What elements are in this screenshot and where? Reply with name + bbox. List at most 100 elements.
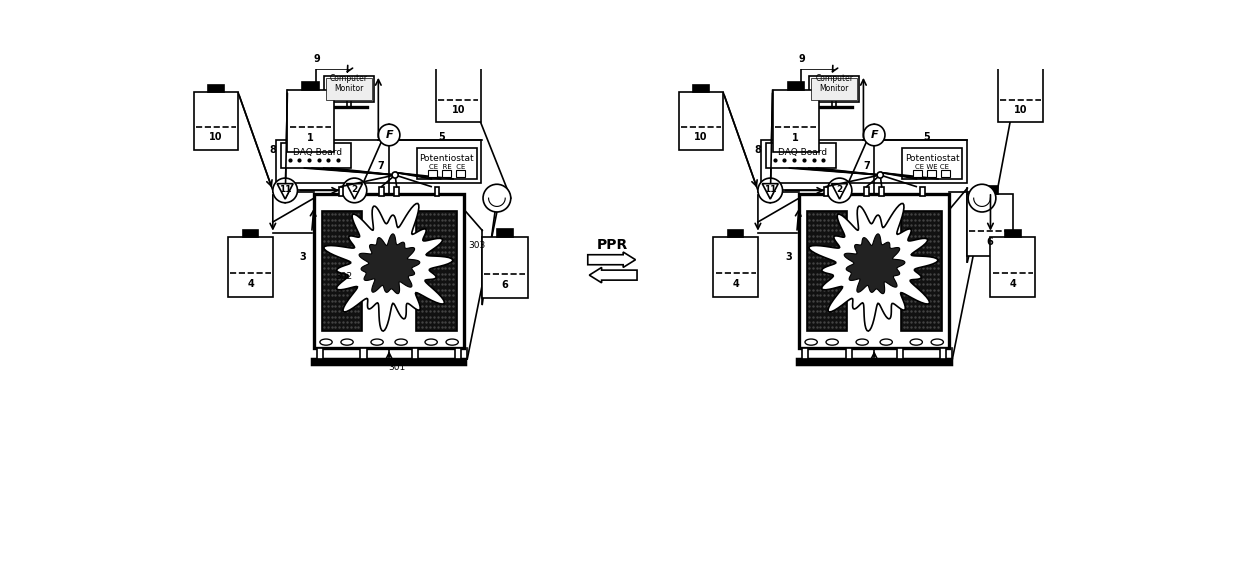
Bar [450, 59, 466, 66]
Bar [901, 211, 941, 331]
Ellipse shape [856, 339, 868, 345]
Bar [713, 237, 758, 297]
Bar [228, 237, 273, 297]
Bar [314, 194, 464, 348]
Bar [787, 83, 804, 91]
Bar [394, 187, 399, 196]
Bar [766, 143, 836, 168]
Bar [324, 76, 374, 102]
Circle shape [877, 172, 883, 178]
Text: 9: 9 [314, 54, 320, 64]
Bar [914, 170, 921, 177]
Text: 4: 4 [733, 279, 739, 289]
Text: 8: 8 [754, 146, 761, 155]
Bar [243, 230, 258, 237]
Bar [456, 170, 465, 177]
Circle shape [968, 185, 996, 212]
Text: 4: 4 [1009, 279, 1016, 289]
Bar [288, 91, 334, 152]
Bar [897, 348, 903, 359]
Ellipse shape [931, 339, 944, 345]
Text: 1: 1 [792, 134, 799, 143]
Text: 3: 3 [300, 252, 306, 262]
Text: DAQ Board: DAQ Board [293, 148, 342, 157]
Bar [761, 140, 967, 183]
Bar [991, 237, 1035, 297]
Bar [435, 187, 439, 196]
Bar [193, 92, 238, 150]
Bar [436, 66, 481, 122]
Bar [317, 348, 324, 359]
Ellipse shape [371, 339, 383, 345]
Polygon shape [360, 234, 420, 294]
Polygon shape [324, 203, 453, 331]
Circle shape [827, 178, 852, 203]
Ellipse shape [880, 339, 893, 345]
Circle shape [273, 178, 298, 203]
Polygon shape [808, 203, 937, 331]
Text: 10: 10 [451, 105, 465, 115]
Bar [810, 76, 859, 102]
Bar [326, 78, 372, 100]
Bar [807, 211, 847, 331]
Bar [773, 91, 818, 152]
Bar [379, 187, 384, 196]
Text: CE  RE  CE: CE RE CE [429, 163, 465, 170]
Bar [728, 230, 744, 237]
Polygon shape [278, 183, 293, 199]
Bar [802, 348, 808, 359]
FancyArrow shape [588, 252, 635, 268]
Circle shape [863, 124, 885, 146]
Text: 5: 5 [438, 132, 445, 142]
Text: 1: 1 [308, 134, 314, 143]
Bar [941, 170, 950, 177]
Ellipse shape [446, 339, 459, 345]
Bar [879, 187, 884, 196]
Bar [846, 348, 852, 359]
Bar [481, 237, 528, 298]
Text: Computer
Monitor: Computer Monitor [330, 74, 368, 93]
Bar [998, 66, 1043, 122]
Ellipse shape [826, 339, 838, 345]
Circle shape [758, 178, 782, 203]
Bar [1004, 230, 1021, 237]
Text: F: F [870, 130, 878, 140]
Bar [823, 187, 828, 196]
Bar [982, 186, 998, 194]
Circle shape [342, 178, 367, 203]
Text: 2: 2 [837, 185, 843, 194]
Text: 7: 7 [863, 161, 869, 171]
Bar [799, 194, 950, 348]
Ellipse shape [341, 339, 353, 345]
Bar [417, 211, 456, 331]
Bar [693, 85, 709, 92]
Text: CE WE CE: CE WE CE [915, 163, 949, 170]
Text: 8: 8 [269, 146, 277, 155]
Text: 4: 4 [247, 279, 254, 289]
Polygon shape [832, 183, 848, 199]
Polygon shape [346, 183, 362, 199]
Text: 5: 5 [924, 132, 930, 142]
Text: DAQ Board: DAQ Board [777, 148, 827, 157]
Text: 10: 10 [210, 132, 223, 142]
Bar [339, 187, 343, 196]
Bar [496, 229, 512, 237]
Ellipse shape [396, 339, 407, 345]
Bar [417, 148, 477, 179]
Bar [967, 194, 1013, 256]
Bar [678, 92, 723, 150]
Polygon shape [844, 234, 905, 294]
Bar [1013, 59, 1028, 66]
Bar [311, 359, 466, 365]
Text: 9: 9 [799, 54, 805, 64]
FancyArrow shape [589, 268, 637, 283]
Bar [277, 140, 481, 183]
Text: 11: 11 [279, 185, 291, 194]
Text: 2: 2 [351, 185, 357, 194]
Text: Potentiostat: Potentiostat [419, 154, 474, 163]
Bar [303, 83, 319, 91]
Circle shape [484, 185, 511, 212]
Text: 7: 7 [378, 161, 384, 171]
Circle shape [392, 172, 398, 178]
Ellipse shape [910, 339, 923, 345]
